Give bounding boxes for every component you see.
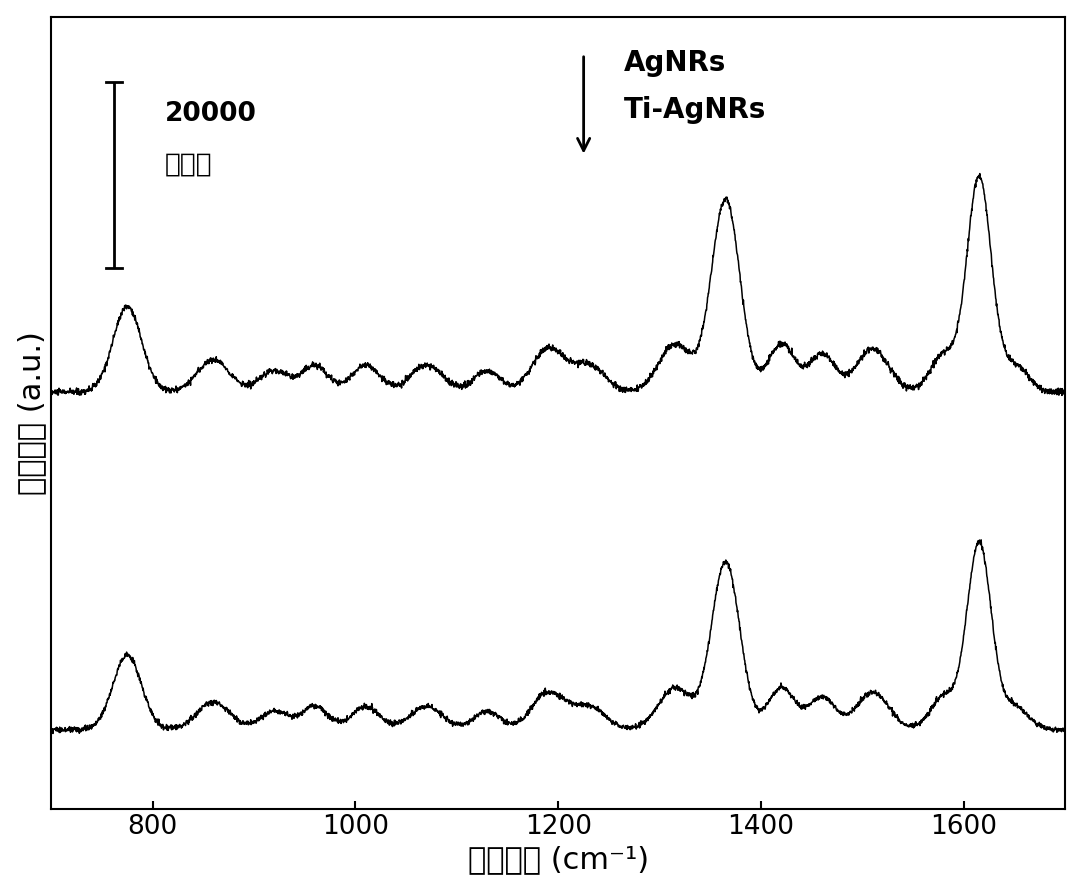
X-axis label: 拉曼位移 (cm⁻¹): 拉曼位移 (cm⁻¹) xyxy=(467,846,649,874)
Text: 计数点: 计数点 xyxy=(164,151,212,178)
Text: 20000: 20000 xyxy=(164,101,256,127)
Y-axis label: 拉曼强度 (a.u.): 拉曼强度 (a.u.) xyxy=(16,331,45,495)
Text: Ti-AgNRs: Ti-AgNRs xyxy=(624,96,766,124)
Text: AgNRs: AgNRs xyxy=(624,49,727,78)
